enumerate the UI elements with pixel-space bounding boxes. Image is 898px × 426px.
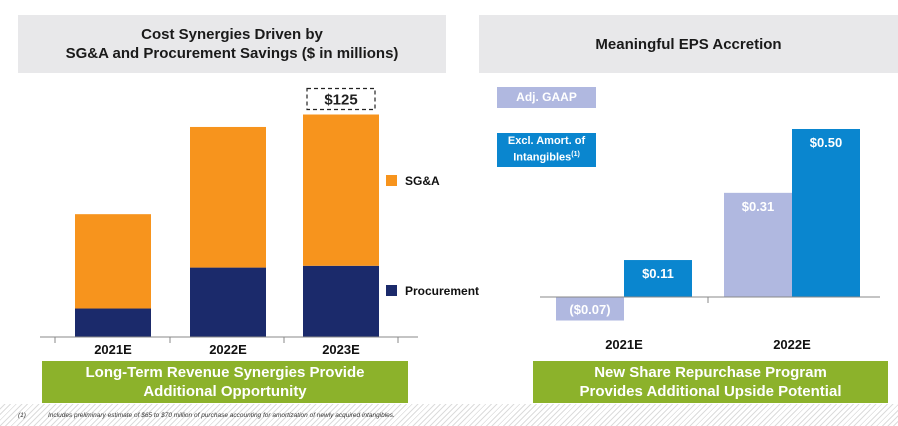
legend-label-sg-a: SG&A — [405, 174, 440, 188]
x-tick-eps-2021e: 2021E — [605, 337, 643, 352]
data-label-adj-gaap-2021e: ($0.07) — [569, 302, 610, 317]
right-banner: New Share Repurchase Program Provides Ad… — [533, 361, 888, 403]
bar-excl-amort-2022e — [792, 129, 860, 297]
data-label-adj-gaap-2022e: $0.31 — [742, 199, 775, 214]
bar-sg-a-2021e — [75, 214, 151, 309]
x-tick-2021e: 2021E — [94, 342, 132, 357]
left-banner-line2: Additional Opportunity — [143, 383, 307, 400]
bar-sg-a-2022e — [190, 126, 266, 268]
legend-swatch-procurement — [386, 285, 397, 296]
bar-sg-a-2023e — [303, 114, 379, 266]
x-tick-eps-2022e: 2022E — [773, 337, 811, 352]
bar-procurement-2022e — [190, 267, 266, 337]
footnote: (1) Includes preliminary estimate of $65… — [0, 404, 898, 426]
legend-adj-gaap-label: Adj. GAAP — [516, 90, 577, 104]
right-panel-title: Meaningful EPS Accretion — [479, 15, 898, 73]
right-banner-line1: New Share Repurchase Program — [594, 364, 827, 381]
left-panel-title: Cost Synergies Driven by SG&A and Procur… — [18, 15, 446, 73]
legend-excl-line1: Excl. Amort. of — [507, 135, 586, 148]
right-title: Meaningful EPS Accretion — [595, 35, 782, 53]
bar-procurement-2023e — [303, 265, 379, 337]
footnote-text: Includes preliminary estimate of $65 to … — [48, 412, 395, 419]
legend-swatch-sg-a — [386, 175, 397, 186]
legend-excl-footnote-mark: (1) — [571, 151, 580, 159]
legend-excl-line2: Intangibles — [513, 151, 572, 164]
left-title-line1: Cost Synergies Driven by — [141, 26, 323, 43]
legend-label-procurement: Procurement — [405, 284, 479, 298]
footnote-number: (1) — [18, 412, 26, 419]
total-callout-box — [306, 87, 376, 111]
data-label-excl-amort-2021e: $0.11 — [642, 266, 674, 281]
right-banner-line2: Provides Additional Upside Potential — [579, 383, 842, 400]
bar-adj-gaap-2022e — [724, 192, 792, 297]
legend-excl-amort: Excl. Amort. of Intangibles(1) — [497, 133, 596, 167]
bar-adj-gaap-2021e — [556, 297, 624, 321]
left-banner: Long-Term Revenue Synergies Provide Addi… — [42, 361, 408, 403]
total-callout-label: $125 — [324, 92, 357, 109]
bar-procurement-2021e — [75, 308, 151, 337]
x-tick-2023e: 2023E — [322, 342, 360, 357]
x-tick-2022e: 2022E — [209, 342, 247, 357]
bar-excl-amort-2021e — [624, 260, 692, 297]
legend-adj-gaap: Adj. GAAP — [497, 87, 596, 108]
data-label-excl-amort-2022e: $0.50 — [810, 135, 843, 150]
legend-excl-line2-wrap: Intangibles(1) — [513, 148, 580, 165]
left-banner-line1: Long-Term Revenue Synergies Provide — [85, 364, 365, 381]
left-title-line2: SG&A and Procurement Savings ($ in milli… — [65, 45, 399, 62]
